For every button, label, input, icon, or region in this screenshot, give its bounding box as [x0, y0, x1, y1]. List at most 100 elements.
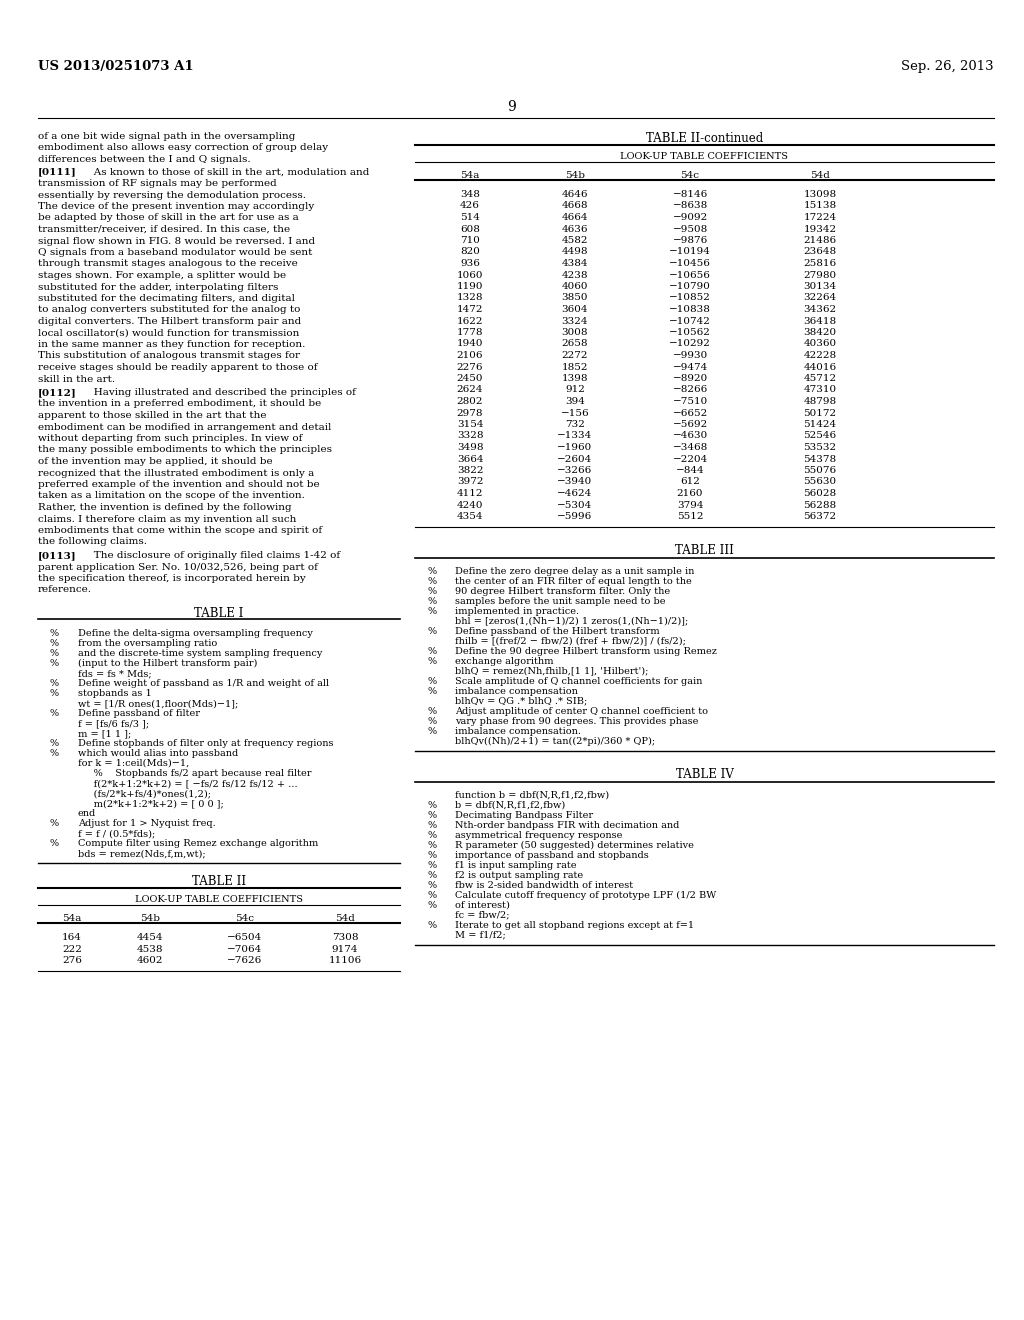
Text: 13098: 13098	[804, 190, 837, 199]
Text: Define passband of filter: Define passband of filter	[78, 709, 200, 718]
Text: −5996: −5996	[557, 512, 593, 521]
Text: 4060: 4060	[562, 282, 588, 290]
Text: %: %	[50, 649, 59, 657]
Text: −10292: −10292	[669, 339, 711, 348]
Text: 3604: 3604	[562, 305, 588, 314]
Text: 54d: 54d	[335, 913, 355, 923]
Text: and the discrete-time system sampling frequency: and the discrete-time system sampling fr…	[78, 649, 323, 657]
Text: 4664: 4664	[562, 213, 588, 222]
Text: This substitution of analogous transmit stages for: This substitution of analogous transmit …	[38, 351, 300, 360]
Text: f(2*k+1:2*k+2) = [ −fs/2 fs/12 fs/12 + ...: f(2*k+1:2*k+2) = [ −fs/2 fs/12 fs/12 + .…	[78, 779, 298, 788]
Text: %: %	[50, 659, 59, 668]
Text: Sep. 26, 2013: Sep. 26, 2013	[901, 59, 994, 73]
Text: which would alias into passband: which would alias into passband	[78, 748, 239, 758]
Text: 4668: 4668	[562, 202, 588, 210]
Text: end: end	[78, 809, 96, 818]
Text: Define the delta-sigma oversampling frequency: Define the delta-sigma oversampling freq…	[78, 630, 313, 638]
Text: %: %	[50, 630, 59, 638]
Text: LOOK-UP TABLE COEFFICIENTS: LOOK-UP TABLE COEFFICIENTS	[135, 895, 303, 904]
Text: fds = fs * Mds;: fds = fs * Mds;	[78, 669, 152, 678]
Text: −7064: −7064	[227, 945, 262, 953]
Text: embodiment also allows easy correction of group delay: embodiment also allows easy correction o…	[38, 144, 328, 153]
Text: LOOK-UP TABLE COEFFICIENTS: LOOK-UP TABLE COEFFICIENTS	[621, 152, 788, 161]
Text: Iterate to get all stopband regions except at f=1: Iterate to get all stopband regions exce…	[455, 920, 694, 929]
Text: transmission of RF signals may be performed: transmission of RF signals may be perfor…	[38, 180, 276, 187]
Text: −9876: −9876	[673, 236, 708, 246]
Text: substituted for the decimating filters, and digital: substituted for the decimating filters, …	[38, 294, 295, 304]
Text: Calculate cutoff frequency of prototype LPF (1/2 BW: Calculate cutoff frequency of prototype …	[455, 891, 716, 900]
Text: %: %	[427, 606, 436, 615]
Text: %: %	[427, 577, 436, 586]
Text: −10562: −10562	[669, 327, 711, 337]
Text: preferred example of the invention and should not be: preferred example of the invention and s…	[38, 480, 319, 488]
Text: Compute filter using Remez exchange algorithm: Compute filter using Remez exchange algo…	[78, 840, 318, 847]
Text: taken as a limitation on the scope of the invention.: taken as a limitation on the scope of th…	[38, 491, 305, 500]
Text: 52546: 52546	[804, 432, 837, 441]
Text: 514: 514	[460, 213, 480, 222]
Text: 90 degree Hilbert transform filter. Only the: 90 degree Hilbert transform filter. Only…	[455, 586, 670, 595]
Text: −10838: −10838	[669, 305, 711, 314]
Text: 54d: 54d	[810, 172, 829, 180]
Text: %: %	[427, 920, 436, 929]
Text: the following claims.: the following claims.	[38, 537, 147, 546]
Text: TABLE I: TABLE I	[195, 607, 244, 620]
Text: %: %	[427, 726, 436, 735]
Text: embodiments that come within the scope and spirit of: embodiments that come within the scope a…	[38, 525, 323, 535]
Text: 51424: 51424	[804, 420, 837, 429]
Text: 164: 164	[62, 933, 82, 942]
Text: Q signals from a baseband modulator would be sent: Q signals from a baseband modulator woul…	[38, 248, 312, 257]
Text: −5304: −5304	[557, 500, 593, 510]
Text: blhQv((Nh)/2+1) = tan((2*pi)/360 * QP);: blhQv((Nh)/2+1) = tan((2*pi)/360 * QP);	[455, 737, 655, 746]
Text: %: %	[427, 891, 436, 899]
Text: TABLE II: TABLE II	[191, 875, 246, 888]
Text: 5512: 5512	[677, 512, 703, 521]
Text: 55630: 55630	[804, 478, 837, 487]
Text: 32264: 32264	[804, 293, 837, 302]
Text: be adapted by those of skill in the art for use as a: be adapted by those of skill in the art …	[38, 214, 299, 223]
Text: 54a: 54a	[461, 172, 479, 180]
Text: 45712: 45712	[804, 374, 837, 383]
Text: 38420: 38420	[804, 327, 837, 337]
Text: 1778: 1778	[457, 327, 483, 337]
Text: %: %	[427, 706, 436, 715]
Text: 4646: 4646	[562, 190, 588, 199]
Text: 3154: 3154	[457, 420, 483, 429]
Text: imbalance compensation: imbalance compensation	[455, 686, 578, 696]
Text: %: %	[427, 800, 436, 809]
Text: [0112]: [0112]	[38, 388, 77, 397]
Text: R parameter (50 suggested) determines relative: R parameter (50 suggested) determines re…	[455, 841, 694, 850]
Text: 53532: 53532	[804, 444, 837, 451]
Text: −9930: −9930	[673, 351, 708, 360]
Text: 4582: 4582	[562, 236, 588, 246]
Text: %: %	[427, 850, 436, 859]
Text: −9092: −9092	[673, 213, 708, 222]
Text: differences between the I and Q signals.: differences between the I and Q signals.	[38, 154, 251, 164]
Text: 1328: 1328	[457, 293, 483, 302]
Text: 732: 732	[565, 420, 585, 429]
Text: Define stopbands of filter only at frequency regions: Define stopbands of filter only at frequ…	[78, 739, 334, 748]
Text: samples before the unit sample need to be: samples before the unit sample need to b…	[455, 597, 666, 606]
Text: −5692: −5692	[673, 420, 708, 429]
Text: b = dbf(N,R,f1,f2,fbw): b = dbf(N,R,f1,f2,fbw)	[455, 800, 565, 809]
Text: −8266: −8266	[673, 385, 708, 395]
Text: 7308: 7308	[332, 933, 358, 942]
Text: −7626: −7626	[227, 956, 262, 965]
Text: −4624: −4624	[557, 488, 593, 498]
Text: of interest): of interest)	[455, 900, 510, 909]
Text: of the invention may be applied, it should be: of the invention may be applied, it shou…	[38, 457, 272, 466]
Text: %: %	[50, 748, 59, 758]
Text: 4354: 4354	[457, 512, 483, 521]
Text: −8638: −8638	[673, 202, 708, 210]
Text: 47310: 47310	[804, 385, 837, 395]
Text: 56288: 56288	[804, 500, 837, 510]
Text: m(2*k+1:2*k+2) = [ 0 0 ];: m(2*k+1:2*k+2) = [ 0 0 ];	[78, 799, 224, 808]
Text: reference.: reference.	[38, 586, 92, 594]
Text: 4384: 4384	[562, 259, 588, 268]
Text: 2802: 2802	[457, 397, 483, 407]
Text: %: %	[427, 880, 436, 890]
Text: %: %	[427, 861, 436, 870]
Text: %: %	[427, 656, 436, 665]
Text: 1940: 1940	[457, 339, 483, 348]
Text: %: %	[427, 647, 436, 656]
Text: Adjust amplitude of center Q channel coefficient to: Adjust amplitude of center Q channel coe…	[455, 706, 708, 715]
